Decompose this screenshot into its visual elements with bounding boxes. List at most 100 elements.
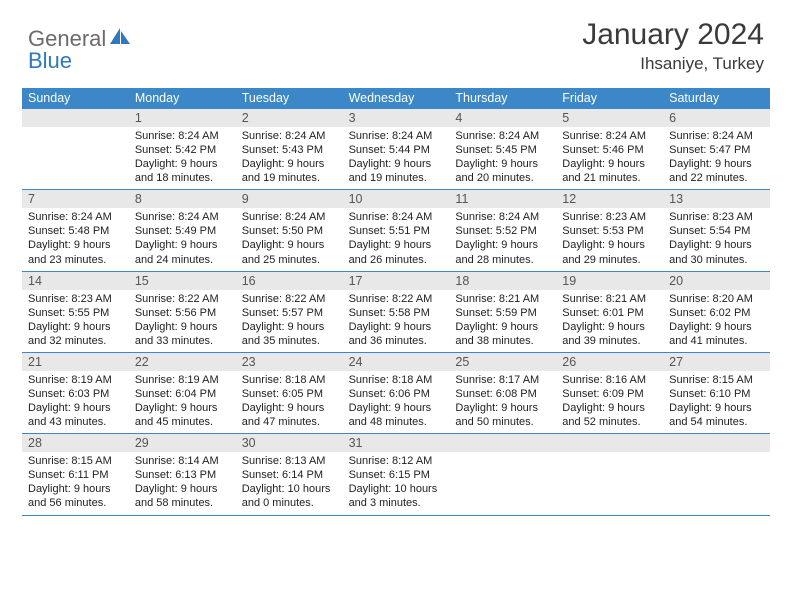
cell-body: Sunrise: 8:23 AMSunset: 5:54 PMDaylight:… <box>663 208 770 270</box>
daylight2-text: and 56 minutes. <box>28 496 125 510</box>
date-number: 12 <box>556 190 663 208</box>
date-number: 5 <box>556 109 663 127</box>
cell-body: Sunrise: 8:22 AMSunset: 5:57 PMDaylight:… <box>236 290 343 352</box>
cell-body: Sunrise: 8:24 AMSunset: 5:52 PMDaylight:… <box>449 208 556 270</box>
day-header: Saturday <box>663 88 770 109</box>
daylight2-text: and 58 minutes. <box>135 496 232 510</box>
daylight2-text: and 28 minutes. <box>455 253 552 267</box>
sunrise-text: Sunrise: 8:24 AM <box>455 129 552 143</box>
sunset-text: Sunset: 5:44 PM <box>349 143 446 157</box>
sunrise-text: Sunrise: 8:23 AM <box>669 210 766 224</box>
daylight1-text: Daylight: 9 hours <box>242 157 339 171</box>
weeks-container: 1Sunrise: 8:24 AMSunset: 5:42 PMDaylight… <box>22 109 770 516</box>
date-number: 10 <box>343 190 450 208</box>
week-row: 21Sunrise: 8:19 AMSunset: 6:03 PMDayligh… <box>22 353 770 434</box>
cell-body: Sunrise: 8:12 AMSunset: 6:15 PMDaylight:… <box>343 452 450 514</box>
sunset-text: Sunset: 6:13 PM <box>135 468 232 482</box>
date-number: 14 <box>22 272 129 290</box>
sunrise-text: Sunrise: 8:24 AM <box>669 129 766 143</box>
cell-body: Sunrise: 8:21 AMSunset: 5:59 PMDaylight:… <box>449 290 556 352</box>
cell-body: Sunrise: 8:24 AMSunset: 5:49 PMDaylight:… <box>129 208 236 270</box>
date-number: 26 <box>556 353 663 371</box>
date-number <box>663 434 770 452</box>
calendar-cell: 5Sunrise: 8:24 AMSunset: 5:46 PMDaylight… <box>556 109 663 189</box>
daylight1-text: Daylight: 9 hours <box>242 401 339 415</box>
cell-body: Sunrise: 8:13 AMSunset: 6:14 PMDaylight:… <box>236 452 343 514</box>
day-header: Sunday <box>22 88 129 109</box>
date-number <box>22 109 129 127</box>
sunrise-text: Sunrise: 8:24 AM <box>349 129 446 143</box>
calendar-cell: 26Sunrise: 8:16 AMSunset: 6:09 PMDayligh… <box>556 353 663 433</box>
daylight1-text: Daylight: 9 hours <box>135 401 232 415</box>
calendar-cell: 28Sunrise: 8:15 AMSunset: 6:11 PMDayligh… <box>22 434 129 514</box>
daylight2-text: and 52 minutes. <box>562 415 659 429</box>
calendar-cell: 21Sunrise: 8:19 AMSunset: 6:03 PMDayligh… <box>22 353 129 433</box>
cell-body: Sunrise: 8:24 AMSunset: 5:51 PMDaylight:… <box>343 208 450 270</box>
week-row: 7Sunrise: 8:24 AMSunset: 5:48 PMDaylight… <box>22 190 770 271</box>
calendar-cell: 1Sunrise: 8:24 AMSunset: 5:42 PMDaylight… <box>129 109 236 189</box>
day-header: Monday <box>129 88 236 109</box>
day-header: Thursday <box>449 88 556 109</box>
date-number: 9 <box>236 190 343 208</box>
daylight2-text: and 3 minutes. <box>349 496 446 510</box>
daylight1-text: Daylight: 9 hours <box>562 157 659 171</box>
daylight1-text: Daylight: 9 hours <box>28 320 125 334</box>
sunrise-text: Sunrise: 8:18 AM <box>242 373 339 387</box>
sunrise-text: Sunrise: 8:22 AM <box>242 292 339 306</box>
sunrise-text: Sunrise: 8:19 AM <box>28 373 125 387</box>
daylight1-text: Daylight: 9 hours <box>669 401 766 415</box>
date-number: 13 <box>663 190 770 208</box>
calendar-cell: 3 Sunrise: 8:24 AMSunset: 5:44 PMDaylight… <box>343 109 450 189</box>
date-number: 20 <box>663 272 770 290</box>
sunrise-text: Sunrise: 8:13 AM <box>242 454 339 468</box>
cell-body: Sunrise: 8:18 AMSunset: 6:06 PMDaylight:… <box>343 371 450 433</box>
daylight2-text: and 18 minutes. <box>135 171 232 185</box>
daylight1-text: Daylight: 9 hours <box>242 320 339 334</box>
daylight1-text: Daylight: 9 hours <box>562 238 659 252</box>
week-row: 14Sunrise: 8:23 AMSunset: 5:55 PMDayligh… <box>22 272 770 353</box>
daylight1-text: Daylight: 9 hours <box>135 320 232 334</box>
sunset-text: Sunset: 6:03 PM <box>28 387 125 401</box>
calendar-cell <box>663 434 770 514</box>
calendar-cell: 7Sunrise: 8:24 AMSunset: 5:48 PMDaylight… <box>22 190 129 270</box>
calendar-cell: 13Sunrise: 8:23 AMSunset: 5:54 PMDayligh… <box>663 190 770 270</box>
date-number: 28 <box>22 434 129 452</box>
daylight2-text: and 24 minutes. <box>135 253 232 267</box>
daylight1-text: Daylight: 9 hours <box>455 238 552 252</box>
calendar-cell: 11Sunrise: 8:24 AMSunset: 5:52 PMDayligh… <box>449 190 556 270</box>
sunset-text: Sunset: 6:09 PM <box>562 387 659 401</box>
sunrise-text: Sunrise: 8:24 AM <box>135 129 232 143</box>
daylight2-text: and 19 minutes. <box>349 171 446 185</box>
sunrise-text: Sunrise: 8:17 AM <box>455 373 552 387</box>
date-number: 8 <box>129 190 236 208</box>
week-row: 1Sunrise: 8:24 AMSunset: 5:42 PMDaylight… <box>22 109 770 190</box>
cell-body: Sunrise: 8:24 AMSunset: 5:50 PMDaylight:… <box>236 208 343 270</box>
daylight2-text: and 25 minutes. <box>242 253 339 267</box>
cell-body: Sunrise: 8:15 AMSunset: 6:11 PMDaylight:… <box>22 452 129 514</box>
calendar-cell: 8Sunrise: 8:24 AMSunset: 5:49 PMDaylight… <box>129 190 236 270</box>
date-number: 24 <box>343 353 450 371</box>
sunset-text: Sunset: 5:46 PM <box>562 143 659 157</box>
calendar-cell: 16Sunrise: 8:22 AMSunset: 5:57 PMDayligh… <box>236 272 343 352</box>
date-number: 25 <box>449 353 556 371</box>
cell-body: Sunrise: 8:18 AMSunset: 6:05 PMDaylight:… <box>236 371 343 433</box>
sunset-text: Sunset: 5:57 PM <box>242 306 339 320</box>
daylight2-text: and 19 minutes. <box>242 171 339 185</box>
daylight1-text: Daylight: 9 hours <box>349 157 446 171</box>
sunset-text: Sunset: 6:10 PM <box>669 387 766 401</box>
date-number: 3 <box>343 109 450 127</box>
sunset-text: Sunset: 6:11 PM <box>28 468 125 482</box>
date-number: 19 <box>556 272 663 290</box>
daylight1-text: Daylight: 10 hours <box>242 482 339 496</box>
daylight1-text: Daylight: 9 hours <box>349 401 446 415</box>
cell-body: Sunrise: 8:23 AMSunset: 5:53 PMDaylight:… <box>556 208 663 270</box>
sunrise-text: Sunrise: 8:15 AM <box>669 373 766 387</box>
daylight1-text: Daylight: 9 hours <box>135 482 232 496</box>
sunset-text: Sunset: 5:42 PM <box>135 143 232 157</box>
sunset-text: Sunset: 5:43 PM <box>242 143 339 157</box>
daylight1-text: Daylight: 9 hours <box>669 320 766 334</box>
sunset-text: Sunset: 5:51 PM <box>349 224 446 238</box>
daylight1-text: Daylight: 10 hours <box>349 482 446 496</box>
calendar-cell <box>449 434 556 514</box>
date-number: 16 <box>236 272 343 290</box>
